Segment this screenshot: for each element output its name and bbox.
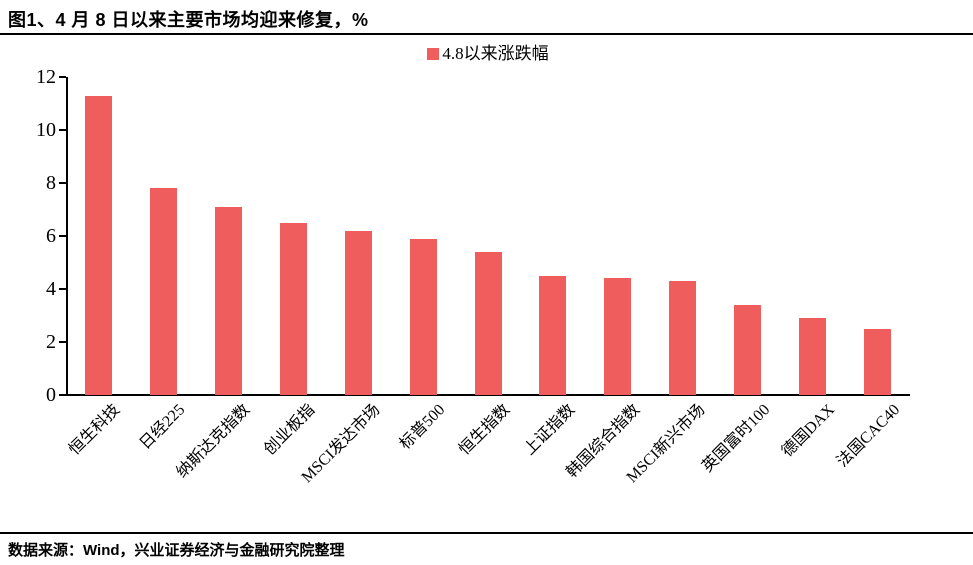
bar bbox=[539, 275, 567, 395]
bar bbox=[279, 222, 307, 395]
bar bbox=[149, 188, 177, 395]
y-axis-tick-label: 10 bbox=[36, 119, 56, 141]
data-source: 数据来源：Wind，兴业证券经济与金融研究院整理 bbox=[8, 542, 345, 559]
x-axis-category-label: 德国DAX bbox=[778, 401, 838, 461]
y-axis-tick bbox=[59, 288, 66, 290]
x-axis-category-label: 创业板指 bbox=[261, 401, 319, 459]
x-axis-category-label: 标普500 bbox=[396, 401, 449, 453]
y-axis-tick-label: 8 bbox=[46, 172, 56, 194]
y-axis-tick-label: 12 bbox=[36, 66, 56, 88]
bar bbox=[474, 251, 502, 395]
legend-label: 4.8以来涨跌幅 bbox=[442, 44, 549, 63]
y-axis-tick bbox=[59, 341, 66, 343]
footer-divider bbox=[0, 532, 973, 534]
bar bbox=[864, 328, 892, 395]
chart-legend: 4.8以来涨跌幅 bbox=[66, 45, 910, 62]
y-axis-tick-label: 4 bbox=[46, 278, 56, 300]
x-axis-category-label: 恒生指数 bbox=[456, 401, 514, 459]
bar bbox=[84, 95, 112, 395]
bar bbox=[734, 304, 762, 395]
legend-swatch bbox=[427, 47, 440, 60]
y-axis-tick-label: 6 bbox=[46, 225, 56, 247]
y-axis-line bbox=[66, 77, 68, 396]
bar bbox=[799, 318, 827, 395]
bar bbox=[344, 230, 372, 395]
x-axis-category-label: 英国富时100 bbox=[698, 401, 774, 476]
title-divider bbox=[0, 33, 973, 35]
bar bbox=[409, 238, 437, 395]
y-axis-tick-label: 0 bbox=[46, 384, 56, 406]
x-axis-line bbox=[66, 394, 910, 396]
y-axis-tick bbox=[59, 76, 66, 78]
x-axis-category-label: 恒生科技 bbox=[66, 401, 124, 459]
figure-title: 图1、4 月 8 日以来主要市场均迎来修复，% bbox=[8, 10, 369, 30]
y-axis-tick bbox=[59, 235, 66, 237]
bar bbox=[214, 206, 242, 395]
bar bbox=[604, 278, 632, 395]
x-axis-category-label: 上证指数 bbox=[520, 401, 579, 459]
y-axis-tick bbox=[59, 182, 66, 184]
bar bbox=[669, 281, 697, 395]
y-axis-tick bbox=[59, 394, 66, 396]
x-axis-category-label: 法国CAC40 bbox=[833, 401, 903, 471]
y-axis-tick-label: 2 bbox=[46, 331, 56, 353]
y-axis-tick bbox=[59, 129, 66, 131]
x-axis-category-label: 日经225 bbox=[137, 401, 189, 453]
